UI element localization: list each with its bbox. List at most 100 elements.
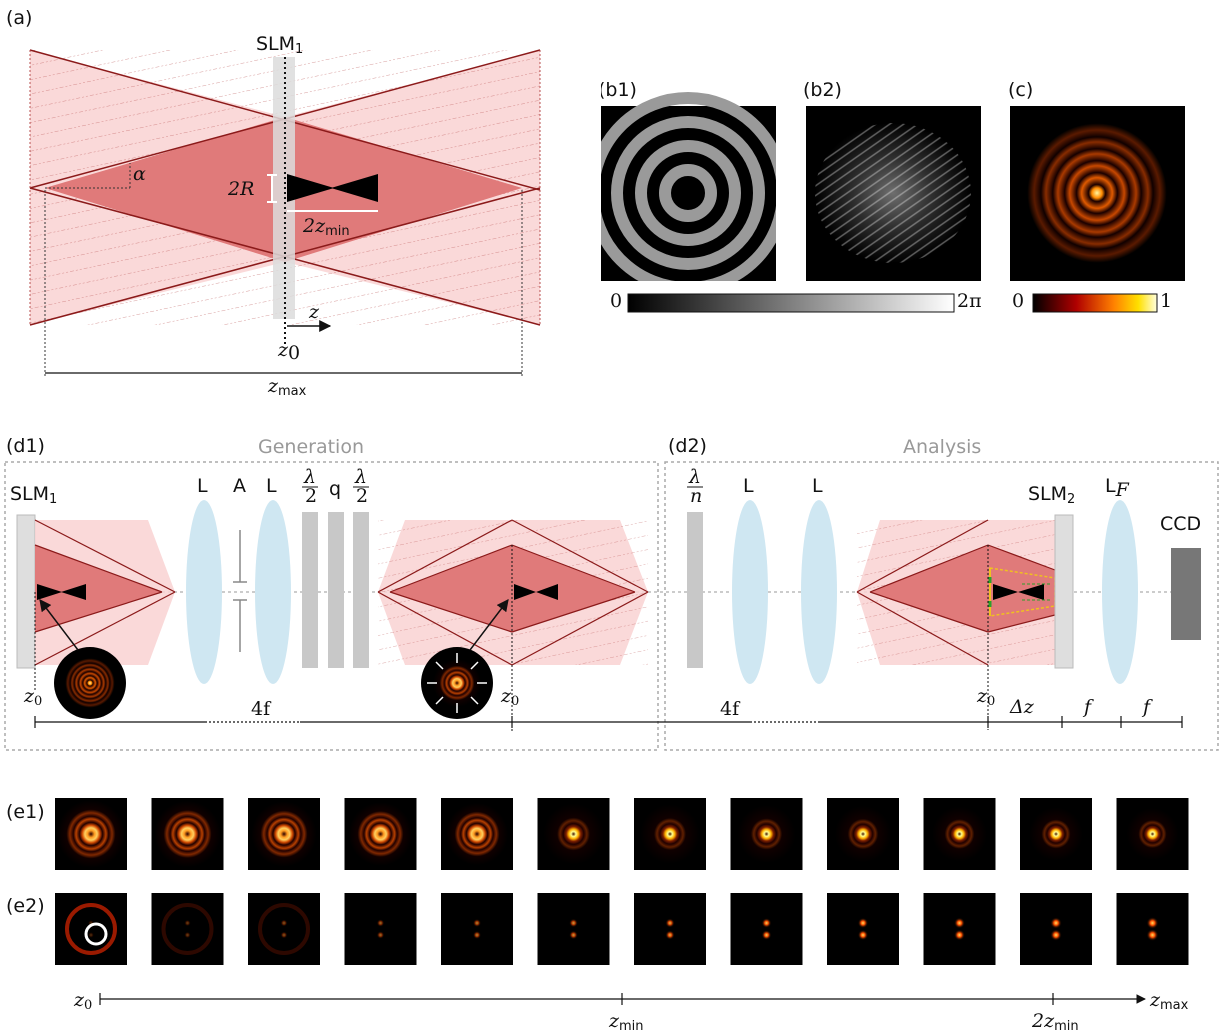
zmax-label: zmax bbox=[267, 375, 307, 399]
panel-label-e1: (e1) bbox=[6, 801, 45, 823]
e2-frame bbox=[923, 893, 996, 965]
ccd-label: CCD bbox=[1160, 513, 1201, 535]
phase-ring bbox=[635, 140, 741, 246]
axicon-cone-icon bbox=[536, 584, 558, 600]
e2-frame bbox=[248, 893, 320, 965]
slm2-label: SLM2 bbox=[1028, 483, 1075, 507]
axis-end-label: zmax bbox=[1149, 989, 1189, 1013]
lens2-label: L bbox=[266, 475, 277, 497]
phase-mask-image bbox=[601, 106, 776, 281]
ccd-icon bbox=[1171, 548, 1201, 640]
colorbar-phase: 0 2π bbox=[610, 290, 982, 313]
axicon-cone-icon bbox=[993, 584, 1018, 600]
e2-frame bbox=[55, 893, 127, 965]
beam-edge bbox=[389, 544, 513, 593]
slm1-plate bbox=[16, 514, 36, 669]
lens3-label: L bbox=[743, 475, 754, 497]
lens-icon bbox=[1102, 500, 1138, 684]
mask-strip bbox=[776, 100, 804, 300]
e1-frame bbox=[1116, 798, 1189, 870]
mask-strip bbox=[595, 281, 785, 295]
fourier-lens-label: LF bbox=[1105, 475, 1130, 501]
beam-edge bbox=[511, 591, 649, 666]
generation-title: Generation bbox=[258, 436, 364, 458]
beam-edge bbox=[869, 591, 989, 633]
mask-strip bbox=[560, 60, 601, 300]
bessel-overlap-d2 bbox=[870, 545, 1055, 632]
panel-a: (a) SLM1 α 2R 2zmin z z0 bbox=[6, 7, 541, 399]
z0-d2-label: z0 bbox=[976, 685, 995, 709]
beam-edge bbox=[856, 519, 989, 593]
amp-min-label: 0 bbox=[1012, 290, 1024, 312]
f2-label: f bbox=[1141, 696, 1153, 718]
e2-frame bbox=[634, 893, 706, 965]
slm1-label: SLM1 bbox=[10, 483, 57, 507]
beam-edge bbox=[34, 591, 163, 633]
lens4-label: L bbox=[812, 475, 823, 497]
panel-e: (e1) (e2) z0 zmin 2zmin zmax bbox=[6, 798, 1189, 1034]
wave-plate-icon bbox=[687, 512, 703, 668]
phase-colorbar bbox=[627, 293, 955, 313]
axicon-cone-icon bbox=[61, 584, 86, 600]
beam-edge bbox=[377, 591, 513, 666]
f1-label: f bbox=[1082, 696, 1094, 718]
e1-frame bbox=[537, 798, 610, 870]
panel-label-d2: (d2) bbox=[668, 435, 707, 457]
amp-max-label: 1 bbox=[1160, 290, 1172, 312]
beam-edge bbox=[987, 544, 1056, 571]
beam-edge bbox=[389, 591, 513, 633]
plate-num: λ bbox=[688, 466, 701, 488]
e1-frame bbox=[151, 798, 224, 870]
lens1-label: L bbox=[197, 475, 208, 497]
bessel-overlap-d1 bbox=[35, 545, 162, 632]
lens-icon bbox=[801, 500, 837, 684]
lens-icon bbox=[186, 500, 222, 684]
panel-c: (c) bbox=[1008, 79, 1185, 281]
e2-frame bbox=[1020, 893, 1092, 965]
q-plate-icon bbox=[328, 512, 344, 668]
e2-frame bbox=[537, 893, 610, 965]
panel-label-c: (c) bbox=[1008, 79, 1033, 101]
axicon-cone-icon bbox=[1018, 584, 1044, 600]
e2-frame bbox=[827, 893, 899, 965]
axicon-cone-icon bbox=[514, 584, 536, 600]
bessel-overlap-imaged bbox=[390, 545, 635, 632]
panel-label-a: (a) bbox=[6, 7, 32, 29]
vector-beam-rings bbox=[433, 659, 481, 707]
e1-frame bbox=[634, 798, 706, 870]
slm2-plate bbox=[1054, 514, 1074, 669]
e2-frame bbox=[344, 893, 417, 965]
wave-plate-icon bbox=[302, 512, 318, 668]
analysis-box bbox=[664, 461, 1219, 751]
hologram-fringes bbox=[815, 123, 971, 263]
e2-frame bbox=[730, 893, 803, 965]
phase-max-label: 2π bbox=[957, 290, 982, 312]
e1-frame bbox=[730, 798, 803, 870]
axis-mid2-label: 2zmin bbox=[1031, 1010, 1079, 1034]
beam-edge bbox=[511, 591, 636, 633]
e2-image-row bbox=[55, 893, 1189, 965]
axis-start-label: z0 bbox=[73, 989, 92, 1013]
q-plate-label: q bbox=[329, 478, 341, 500]
z0-label: z0 bbox=[277, 339, 300, 364]
e1-frame bbox=[344, 798, 417, 870]
polarization-arrows bbox=[427, 653, 487, 713]
beam-edge bbox=[511, 544, 636, 593]
phase-ring bbox=[611, 116, 765, 270]
z0-right-label: z0 bbox=[500, 685, 519, 709]
panel-label-d1: (d1) bbox=[6, 435, 45, 457]
half-wave2-den: 2 bbox=[356, 485, 368, 507]
beam-edge bbox=[511, 519, 649, 593]
beam-edge bbox=[377, 519, 513, 593]
beam-edge bbox=[856, 591, 989, 666]
e1-frame bbox=[827, 798, 899, 870]
four-f-label-d1: 4f bbox=[251, 698, 272, 720]
radius-label: 2R bbox=[227, 178, 254, 200]
e1-frame bbox=[441, 798, 513, 870]
plate-den: n bbox=[690, 485, 702, 507]
z0-left-label: z0 bbox=[23, 685, 42, 709]
beam-edge bbox=[987, 614, 1056, 633]
slm-label: SLM1 bbox=[256, 33, 303, 57]
e2-frame bbox=[441, 893, 513, 965]
zmin-label: 2zmin bbox=[302, 215, 350, 239]
